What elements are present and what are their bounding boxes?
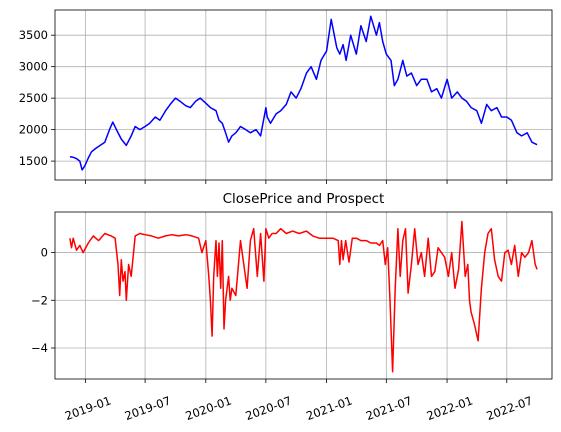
bottom-plot-frame bbox=[54, 211, 553, 380]
series-line bbox=[69, 220, 538, 373]
y-tick-label: 2500 bbox=[19, 91, 48, 105]
top-grid bbox=[55, 10, 552, 180]
bottom-series bbox=[69, 220, 538, 373]
y-tick-label: −4 bbox=[31, 341, 48, 355]
bottom-panel: ClosePrice and Prospect −4−20 2019-01 201… bbox=[31, 191, 553, 423]
top-x-ticks bbox=[84, 180, 508, 184]
top-y-axis: 1500 2000 2500 3000 3500 bbox=[19, 28, 55, 168]
y-tick-label: 2000 bbox=[19, 123, 48, 137]
bottom-y-axis: −4 −2 0 bbox=[31, 246, 55, 355]
x-tick-label: 2019-07 bbox=[123, 393, 173, 423]
series-line bbox=[69, 15, 538, 171]
x-tick-label: 2021-07 bbox=[364, 393, 414, 423]
x-tick-label: 2020-01 bbox=[183, 393, 233, 423]
y-tick-label: 3500 bbox=[19, 28, 48, 42]
x-tick-label: 2020-07 bbox=[244, 393, 294, 423]
top-plot-frame bbox=[54, 9, 553, 181]
y-tick-label: 3000 bbox=[19, 60, 48, 74]
x-tick-label: 2022-07 bbox=[484, 393, 534, 423]
y-tick-label: 0 bbox=[41, 246, 48, 260]
bottom-x-axis: 2019-01 2019-07 2020-01 2020-07 2021-01 2021-… bbox=[63, 379, 534, 423]
top-panel: 1500 2000 2500 3000 3500 bbox=[19, 9, 553, 184]
x-tick-label: 2021-01 bbox=[304, 393, 354, 423]
x-tick-label: 2019-01 bbox=[63, 393, 113, 423]
y-tick-label: −2 bbox=[31, 293, 48, 307]
x-tick-label: 2022-01 bbox=[425, 393, 475, 423]
bottom-chart-title: ClosePrice and Prospect bbox=[223, 191, 385, 207]
top-series bbox=[69, 15, 538, 171]
bottom-plot-area bbox=[55, 212, 552, 379]
top-plot-area bbox=[55, 10, 552, 180]
y-tick-label: 1500 bbox=[19, 154, 48, 168]
